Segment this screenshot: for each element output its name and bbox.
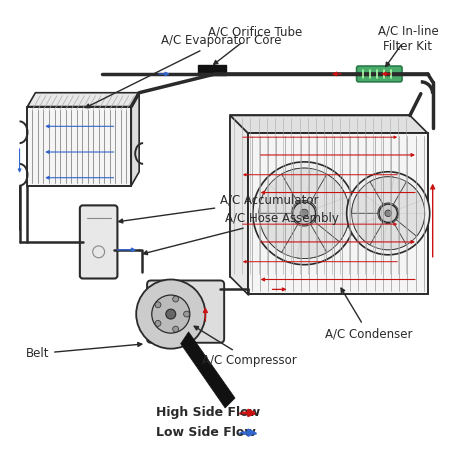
- Circle shape: [293, 202, 316, 225]
- Polygon shape: [230, 116, 428, 133]
- Text: A/C Hose Assembly: A/C Hose Assembly: [143, 212, 339, 255]
- Circle shape: [152, 295, 190, 333]
- Circle shape: [173, 326, 179, 332]
- Polygon shape: [262, 218, 327, 258]
- FancyBboxPatch shape: [147, 281, 224, 343]
- Polygon shape: [297, 213, 349, 258]
- Circle shape: [300, 209, 308, 218]
- Polygon shape: [27, 107, 131, 186]
- Circle shape: [183, 311, 190, 317]
- FancyBboxPatch shape: [80, 205, 118, 279]
- Text: A/C Evaporator Core: A/C Evaporator Core: [86, 34, 282, 108]
- Polygon shape: [310, 174, 349, 242]
- Polygon shape: [248, 133, 428, 294]
- Polygon shape: [230, 116, 410, 276]
- Text: A/C Orifice Tube: A/C Orifice Tube: [208, 26, 302, 64]
- Text: A/C Condenser: A/C Condenser: [325, 288, 412, 340]
- Polygon shape: [131, 93, 139, 186]
- Polygon shape: [27, 93, 139, 107]
- Polygon shape: [352, 177, 394, 213]
- FancyBboxPatch shape: [356, 66, 402, 82]
- Polygon shape: [282, 168, 346, 209]
- Circle shape: [155, 320, 161, 326]
- Circle shape: [385, 210, 392, 217]
- Circle shape: [166, 309, 176, 319]
- Text: A/C Compressor: A/C Compressor: [194, 326, 297, 367]
- Circle shape: [346, 172, 430, 255]
- Polygon shape: [259, 168, 311, 213]
- Text: Belt: Belt: [26, 343, 142, 360]
- Text: High Side Flow: High Side Flow: [156, 406, 260, 419]
- Polygon shape: [230, 116, 248, 294]
- Circle shape: [253, 162, 356, 264]
- Polygon shape: [370, 177, 422, 210]
- Circle shape: [155, 302, 161, 308]
- Text: A/C In-line
Filter Kit: A/C In-line Filter Kit: [378, 25, 438, 53]
- Polygon shape: [354, 217, 407, 250]
- Polygon shape: [259, 185, 298, 253]
- Polygon shape: [199, 65, 226, 75]
- Circle shape: [379, 204, 397, 222]
- Polygon shape: [393, 182, 425, 236]
- Circle shape: [173, 296, 179, 302]
- Polygon shape: [181, 332, 235, 408]
- Text: Low Side Flow: Low Side Flow: [156, 426, 256, 439]
- Polygon shape: [352, 190, 383, 245]
- Circle shape: [136, 280, 205, 349]
- Text: A/C Accumulator: A/C Accumulator: [119, 194, 319, 223]
- Polygon shape: [383, 213, 425, 250]
